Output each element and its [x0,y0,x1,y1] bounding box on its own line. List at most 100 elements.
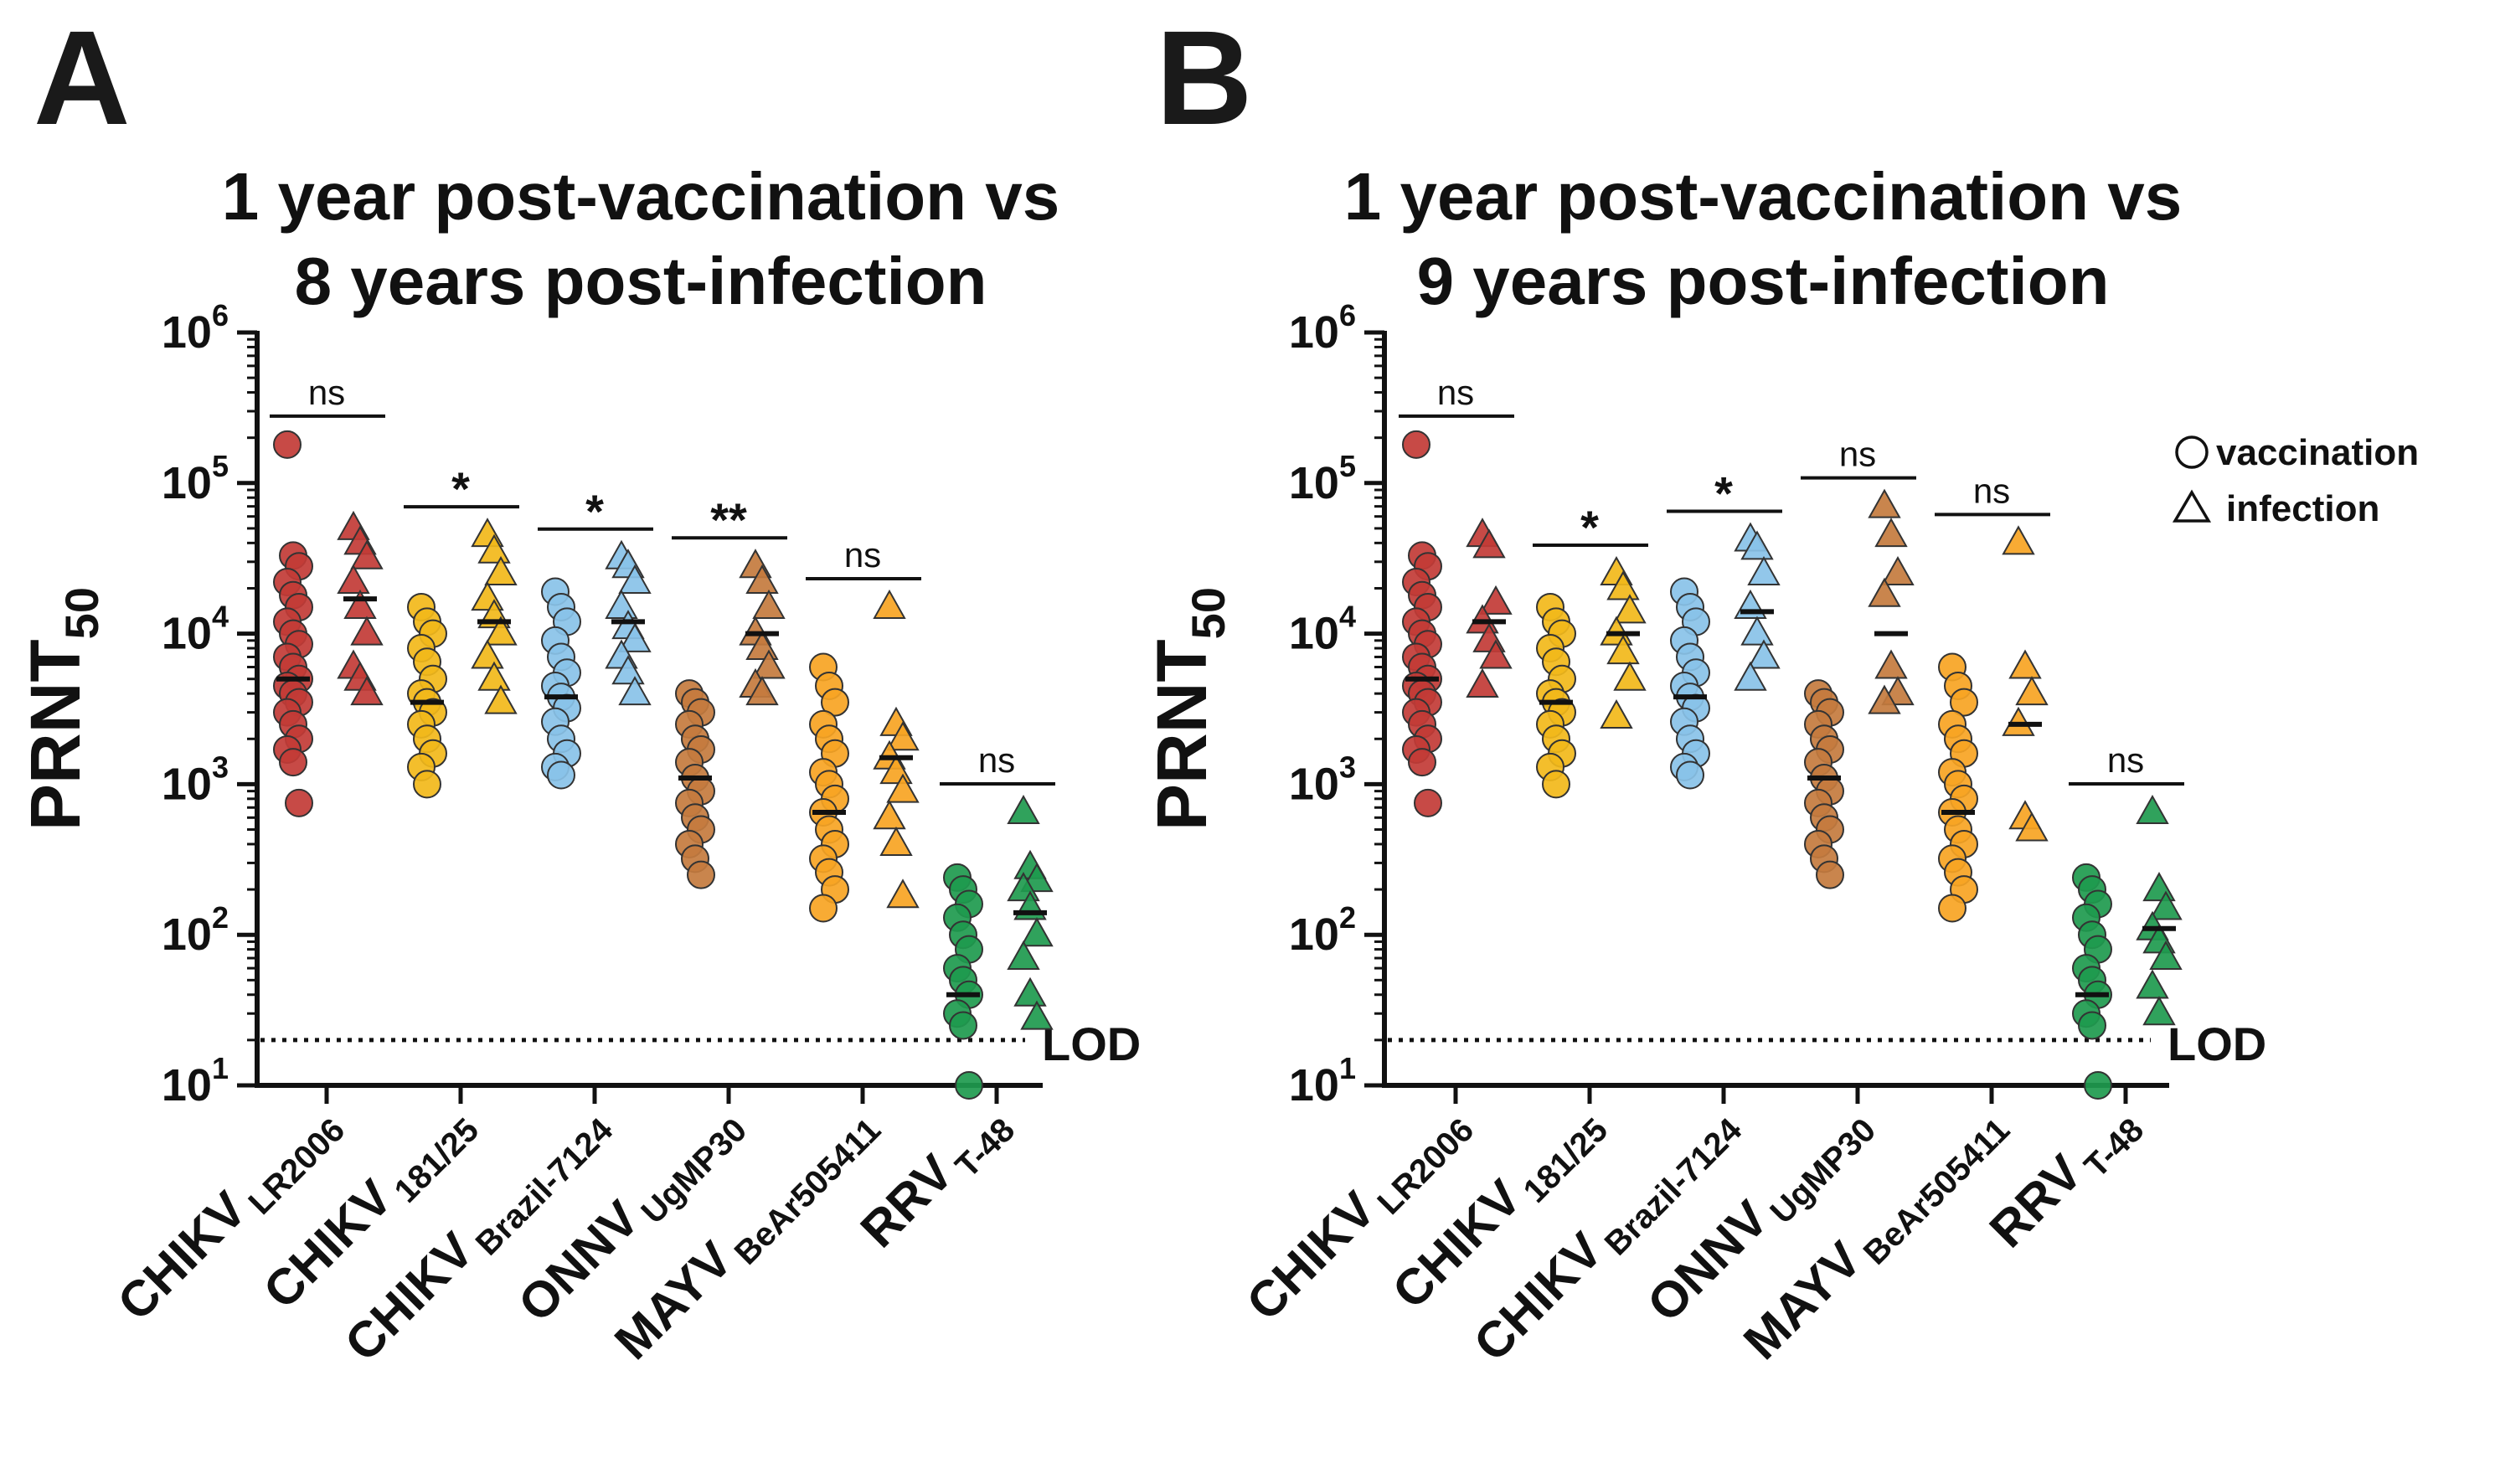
vaccination-point [547,760,575,790]
panel-a-lod-label: LOD [1042,1018,1141,1070]
vaccination-point [285,788,313,817]
panel-b-y-tick-label: 105 [1289,449,1356,508]
panel-a-y-tick-label: 106 [162,298,229,358]
infection-point [484,684,518,714]
infection-point [1020,917,1054,947]
vaccination-point [949,1011,977,1040]
infection-point [471,639,504,669]
panel-b-y-tick-label: 104 [1289,600,1356,659]
vaccination-point [1938,894,1966,923]
vaccination-point [821,688,849,717]
panel-b-y-tick-label: 102 [1289,900,1356,960]
infection-point [752,589,786,619]
infection-point [745,564,779,595]
panel-a: A 1 year post-vaccination vs 8 years post… [16,3,1141,1372]
infection-point [879,826,913,856]
panel-a-y-axis-label: PRNT50 [16,587,108,831]
infection-point [484,616,518,646]
vaccination-point [413,770,441,799]
infection-point [484,556,518,586]
infection-point [1868,577,1901,607]
infection-point [1747,639,1781,669]
panel-a-y-tick-label: 103 [162,750,229,809]
vaccination-point [1402,430,1430,459]
significance-label: * [585,485,604,538]
category-label: CHIKVLR2006 [107,1092,353,1337]
category-label: RRVT-48 [850,1092,1023,1265]
category-label: ONNVUgMP30 [1637,1092,1883,1338]
legend-infection-marker [2172,489,2212,523]
infection-point [886,879,920,909]
panel-a-letter: A [34,3,131,152]
infection-point [1734,661,1767,691]
vaccination-point [1950,688,1978,717]
vaccination-point [1542,770,1570,799]
infection-point [873,589,906,619]
category-label: CHIKVLR2006 [1236,1092,1482,1337]
infection-point [1613,661,1647,691]
infection-point [343,589,377,619]
infection-point [350,616,384,646]
infection-point [1606,635,1640,665]
infection-point [477,661,511,691]
infection-point [2015,676,2049,706]
panel-a-y-tick-label: 102 [162,900,229,960]
panel-b-title-line-1: 1 year post-vaccination vs [1344,159,2182,234]
infection-point [886,721,920,751]
infection-point [605,589,638,619]
infection-point [1472,528,1506,559]
significance-label: ** [710,493,747,546]
infection-point [618,676,652,706]
vaccination-point [1676,760,1704,790]
infection-point [2149,940,2183,971]
infection-point [1007,940,1040,971]
infection-point [350,676,384,706]
infection-point [2149,890,2183,920]
significance-label: ns [1973,471,2010,510]
panel-a-y-tick-label: 101 [162,1051,229,1110]
infection-point [1868,488,1901,518]
infection-point [477,533,511,564]
significance-label: * [1714,467,1733,520]
infection-point [350,539,384,569]
vaccination-point [1408,748,1436,777]
category-label: ONNVUgMP30 [508,1092,754,1338]
panel-b-lod-label: LOD [2168,1018,2266,1070]
infection-point [1013,976,1047,1007]
legend-infection-label: infection [2226,488,2379,529]
significance-label: ns [1839,435,1876,474]
legend: vaccination infection [2172,432,2419,529]
panel-b-letter: B [1156,3,1253,152]
infection-point [1606,570,1640,600]
infection-point [1007,794,1040,825]
significance-label: ns [1437,373,1474,412]
panel-b-y-tick-label: 106 [1289,298,1356,358]
infection-point [2136,794,2169,825]
vaccination-point [2078,1011,2106,1040]
infection-point [1613,594,1647,624]
panel-b: B 1 year post-vaccination vs 9 years post… [1142,3,2266,1372]
vaccination-point [1414,788,1442,817]
vaccination-point [687,860,715,889]
infection-point [611,655,645,685]
panel-b-y-tick-label: 101 [1289,1051,1356,1110]
infection-point [752,649,786,679]
significance-label: ns [978,740,1015,780]
infection-point [1740,616,1774,646]
infection-point [745,676,779,706]
infection-point [1881,556,1915,586]
significance-label: ns [844,535,881,575]
infection-point [2015,812,2049,842]
infection-point [1600,698,1633,729]
infection-point [1479,639,1513,669]
significance-label: ns [2107,740,2144,780]
panel-a-title-line-1: 1 year post-vaccination vs [222,159,1059,234]
infection-point [1868,684,1901,714]
vaccination-point [279,748,307,777]
legend-vaccination-label: vaccination [2216,432,2419,473]
infection-point [2142,872,2176,902]
panel-b-group-rrv-t48: ns RRVT-48 [1979,740,2184,1258]
infection-point [337,564,370,595]
infection-point [873,800,906,830]
